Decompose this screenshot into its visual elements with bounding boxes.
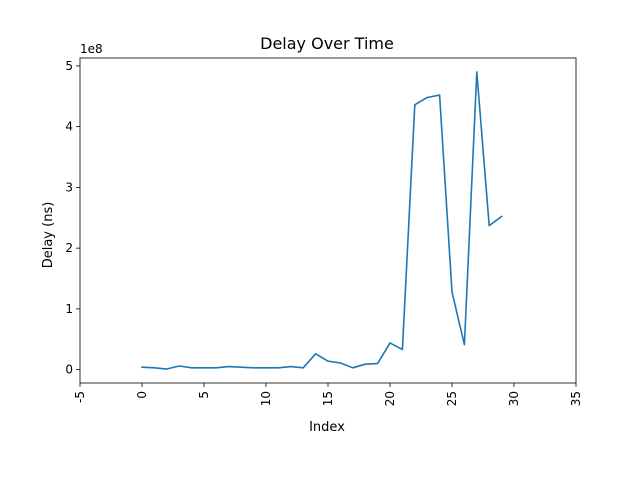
y-axis-label: Delay (ns) (41, 202, 56, 269)
x-tick-label: 0 (135, 391, 149, 399)
x-tick-label: 25 (445, 391, 459, 406)
y-offset-label: 1e8 (80, 42, 103, 56)
y-tick-label: 4 (65, 120, 73, 134)
x-tick-label: 30 (507, 391, 521, 406)
x-tick-label: 15 (321, 391, 335, 406)
x-tick-label: 5 (197, 391, 211, 399)
y-tick-label: 2 (65, 241, 73, 255)
plot-frame (79, 57, 577, 384)
series-group (141, 71, 503, 370)
series-line (141, 71, 503, 370)
y-tick-label: 1 (65, 302, 73, 316)
axis-ticks: -5 0 5 10 15 20 25 30 35 0 1 2 3 4 5 (65, 59, 583, 406)
y-tick-label: 5 (65, 59, 73, 73)
x-axis-label: Index (309, 420, 345, 435)
chart-title: Delay Over Time (260, 34, 394, 53)
x-tick-label: 10 (259, 391, 273, 406)
x-tick-label: 20 (383, 391, 397, 406)
x-tick-label: 35 (569, 391, 583, 406)
x-tick-label: -5 (73, 391, 87, 403)
y-tick-label: 3 (65, 180, 73, 194)
y-tick-label: 0 (65, 363, 73, 377)
